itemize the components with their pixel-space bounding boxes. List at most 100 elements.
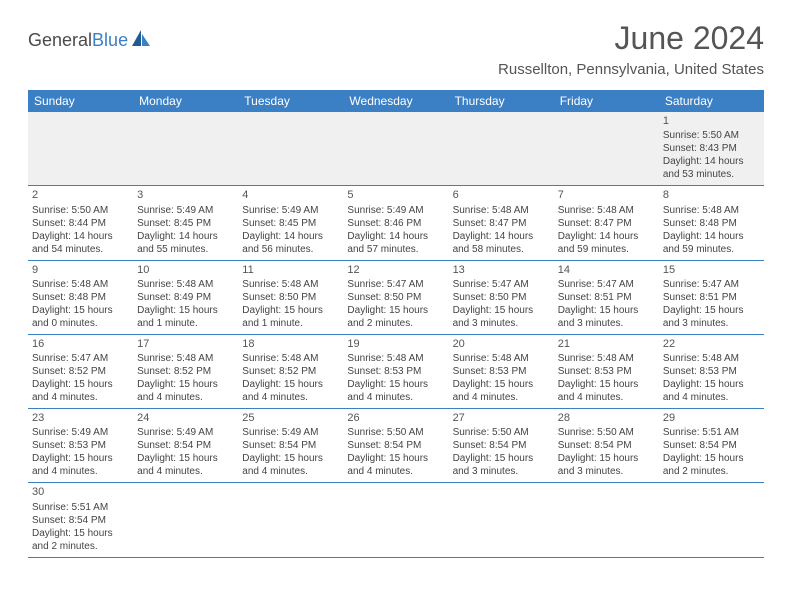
day-number: 7 <box>558 188 655 202</box>
day-number: 3 <box>137 188 234 202</box>
sunrise-line: Sunrise: 5:48 AM <box>242 352 339 365</box>
day-cell-11: 11Sunrise: 5:48 AMSunset: 8:50 PMDayligh… <box>238 261 343 334</box>
daylight-line: Daylight: 15 hours and 4 minutes. <box>347 452 444 478</box>
day-cell-19: 19Sunrise: 5:48 AMSunset: 8:53 PMDayligh… <box>343 335 448 408</box>
daylight-line: Daylight: 15 hours and 1 minute. <box>242 304 339 330</box>
day-cell-empty <box>449 112 554 185</box>
sunrise-line: Sunrise: 5:49 AM <box>137 426 234 439</box>
sunset-line: Sunset: 8:54 PM <box>137 439 234 452</box>
day-cell-empty <box>238 112 343 185</box>
sunset-line: Sunset: 8:53 PM <box>558 365 655 378</box>
sunrise-line: Sunrise: 5:48 AM <box>663 204 760 217</box>
day-cell-empty <box>554 112 659 185</box>
sunrise-line: Sunrise: 5:48 AM <box>137 352 234 365</box>
sunrise-line: Sunrise: 5:48 AM <box>558 352 655 365</box>
sunset-line: Sunset: 8:51 PM <box>558 291 655 304</box>
weekday-monday: Monday <box>133 90 238 112</box>
day-cell-empty <box>343 483 448 556</box>
daylight-line: Daylight: 15 hours and 4 minutes. <box>137 452 234 478</box>
sunrise-line: Sunrise: 5:48 AM <box>453 204 550 217</box>
daylight-line: Daylight: 15 hours and 3 minutes. <box>663 304 760 330</box>
day-cell-2: 2Sunrise: 5:50 AMSunset: 8:44 PMDaylight… <box>28 186 133 259</box>
sunrise-line: Sunrise: 5:51 AM <box>32 501 129 514</box>
daylight-line: Daylight: 15 hours and 2 minutes. <box>347 304 444 330</box>
daylight-line: Daylight: 15 hours and 3 minutes. <box>558 304 655 330</box>
day-number: 22 <box>663 337 760 351</box>
sunrise-line: Sunrise: 5:50 AM <box>32 204 129 217</box>
day-cell-25: 25Sunrise: 5:49 AMSunset: 8:54 PMDayligh… <box>238 409 343 482</box>
daylight-line: Daylight: 14 hours and 56 minutes. <box>242 230 339 256</box>
day-cell-3: 3Sunrise: 5:49 AMSunset: 8:45 PMDaylight… <box>133 186 238 259</box>
weekday-tuesday: Tuesday <box>238 90 343 112</box>
daylight-line: Daylight: 15 hours and 4 minutes. <box>242 452 339 478</box>
week-row: 23 Sunrise: 5:49 AM Sunset: 8:53 PM Dayligh… <box>28 409 764 483</box>
sunset-line: Sunset: 8:52 PM <box>137 365 234 378</box>
daylight-line: Daylight: 14 hours and 58 minutes. <box>453 230 550 256</box>
sunset-line: Sunset: 8:53 PM <box>347 365 444 378</box>
day-number: 27 <box>453 411 550 425</box>
day-cell-empty <box>554 483 659 556</box>
day-number: 16 <box>32 337 129 351</box>
sunset-line: Sunset: 8:47 PM <box>453 217 550 230</box>
daylight-line: Daylight: 14 hours and 55 minutes. <box>137 230 234 256</box>
sunrise-line: Sunrise: 5:47 AM <box>347 278 444 291</box>
daylight-line: Daylight: 15 hours and 4 minutes. <box>453 378 550 404</box>
sunrise-line: Sunrise: 5:51 AM <box>663 426 760 439</box>
day-number: 14 <box>558 263 655 277</box>
day-cell-22: 22Sunrise: 5:48 AMSunset: 8:53 PMDayligh… <box>659 335 764 408</box>
sunset-line: Sunset: 8:45 PM <box>137 217 234 230</box>
day-number: 29 <box>663 411 760 425</box>
calendar: SundayMondayTuesdayWednesdayThursdayFrid… <box>28 90 764 558</box>
day-cell-14: 14Sunrise: 5:47 AMSunset: 8:51 PMDayligh… <box>554 261 659 334</box>
day-cell-empty <box>133 483 238 556</box>
daylight-line: Daylight: 15 hours and 4 minutes. <box>558 378 655 404</box>
week-row: 16Sunrise: 5:47 AM Sunset: 8:52 PM Dayligh… <box>28 335 764 409</box>
month-title: June 2024 <box>498 20 764 57</box>
weekday-wednesday: Wednesday <box>343 90 448 112</box>
sunrise-line: Sunrise: 5:48 AM <box>242 278 339 291</box>
day-number: 24 <box>137 411 234 425</box>
day-cell-18: 18Sunrise: 5:48 AMSunset: 8:52 PMDayligh… <box>238 335 343 408</box>
sunset-line: Sunset: 8:47 PM <box>558 217 655 230</box>
sunset-line: Sunset: 8:54 PM <box>453 439 550 452</box>
day-number: 6 <box>453 188 550 202</box>
sunrise-line: Sunrise: 5:48 AM <box>32 278 129 291</box>
day-number: 11 <box>242 263 339 277</box>
day-cell-empty <box>133 112 238 185</box>
sunset-line: Sunset: 8:53 PM <box>32 439 129 452</box>
sunrise-line: Sunrise: 5:47 AM <box>32 352 129 365</box>
day-cell-15: 15Sunrise: 5:47 AMSunset: 8:51 PMDayligh… <box>659 261 764 334</box>
day-number: 25 <box>242 411 339 425</box>
day-cell-21: 21Sunrise: 5:48 AMSunset: 8:53 PMDayligh… <box>554 335 659 408</box>
week-row: 1Sunrise: 5:50 AMSunset: 8:43 PMDaylight… <box>28 112 764 186</box>
sunrise-line: Sunrise: 5:48 AM <box>558 204 655 217</box>
weekday-row: SundayMondayTuesdayWednesdayThursdayFrid… <box>28 90 764 112</box>
daylight-line: Daylight: 14 hours and 59 minutes. <box>663 230 760 256</box>
sunset-line: Sunset: 8:54 PM <box>32 514 129 527</box>
day-cell-empty <box>449 483 554 556</box>
sunset-line: Sunset: 8:53 PM <box>663 365 760 378</box>
day-cell-empty <box>659 483 764 556</box>
sunrise-line: Sunrise: 5:47 AM <box>663 278 760 291</box>
day-number: 2 <box>32 188 129 202</box>
sunset-line: Sunset: 8:46 PM <box>347 217 444 230</box>
sunrise-line: Sunrise: 5:48 AM <box>663 352 760 365</box>
day-number: 28 <box>558 411 655 425</box>
sunrise-line: Sunrise: 5:47 AM <box>558 278 655 291</box>
sunset-line: Sunset: 8:54 PM <box>663 439 760 452</box>
day-number: 19 <box>347 337 444 351</box>
weekday-saturday: Saturday <box>659 90 764 112</box>
day-number: 23 <box>32 411 129 425</box>
header: GeneralBlue June 2024 Russellton, Pennsy… <box>0 0 792 86</box>
sunrise-line: Sunrise: 5:49 AM <box>242 426 339 439</box>
sunset-line: Sunset: 8:52 PM <box>242 365 339 378</box>
week-row: 2Sunrise: 5:50 AMSunset: 8:44 PMDaylight… <box>28 186 764 260</box>
daylight-line: Daylight: 15 hours and 0 minutes. <box>32 304 129 330</box>
daylight-line: Daylight: 15 hours and 4 minutes. <box>32 378 129 404</box>
logo-text: GeneralBlue <box>28 30 128 51</box>
day-cell-23: 23Sunrise: 5:49 AMSunset: 8:53 PMDayligh… <box>28 409 133 482</box>
sunset-line: Sunset: 8:45 PM <box>242 217 339 230</box>
day-number: 30 <box>32 485 129 499</box>
day-cell-30: 30Sunrise: 5:51 AMSunset: 8:54 PMDayligh… <box>28 483 133 556</box>
daylight-line: Daylight: 14 hours and 59 minutes. <box>558 230 655 256</box>
